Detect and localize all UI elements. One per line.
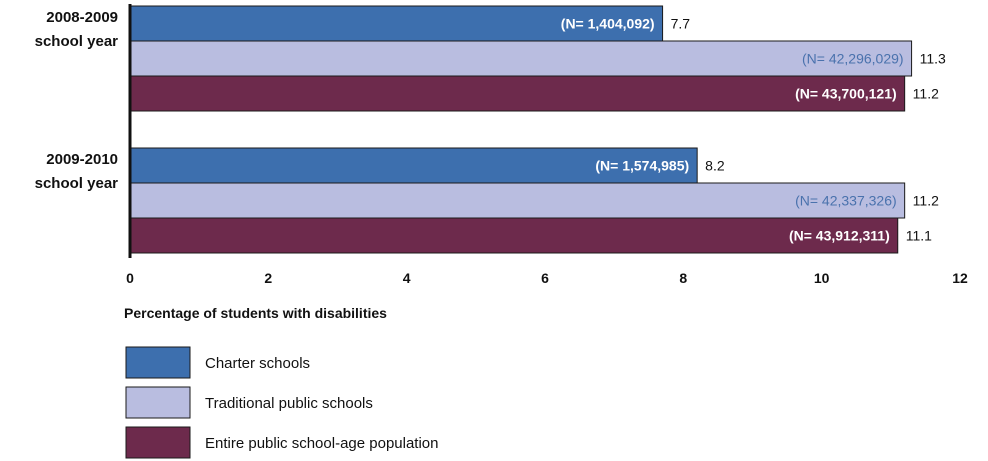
- value-label: 11.3: [920, 51, 946, 67]
- bar: [129, 217, 899, 254]
- n-label: (N= 43,700,121): [795, 86, 897, 102]
- legend: Charter schools Traditional public school…: [125, 346, 439, 459]
- value-label: 11.2: [913, 86, 939, 102]
- x-axis-ticks: 0 2 4 6 8 10 12: [126, 270, 968, 286]
- category-label: 2009-2010: [46, 151, 118, 168]
- n-label: (N= 43,912,311): [789, 228, 890, 244]
- value-label: 8.2: [705, 158, 725, 174]
- x-tick-label: 4: [403, 270, 411, 286]
- n-label: (N= 1,574,985): [595, 158, 689, 174]
- n-label: (N= 42,296,029): [802, 51, 904, 67]
- category-label: school year: [35, 175, 119, 192]
- legend-swatch: [125, 426, 191, 459]
- legend-swatch: [125, 386, 191, 419]
- legend-label: Traditional public schools: [205, 395, 373, 412]
- x-axis-label: Percentage of students with disabilities: [124, 305, 387, 321]
- value-label: 11.2: [913, 193, 939, 209]
- bar: [129, 182, 906, 219]
- value-label: 7.7: [671, 16, 691, 32]
- bars-layer: (N= 1,404,092) 7.7 (N= 42,296,029) 11.3 (N= …: [129, 5, 946, 254]
- bar: [129, 75, 906, 112]
- category-label: school year: [35, 33, 119, 50]
- value-label: 11.1: [906, 228, 932, 244]
- bar: [129, 5, 664, 42]
- n-label: (N= 1,404,092): [561, 16, 655, 32]
- bar: [129, 40, 913, 77]
- category-labels: 2008-2009 school year 2009-2010 school year: [35, 9, 119, 192]
- category-label: 2008-2009: [46, 9, 118, 26]
- x-tick-label: 0: [126, 270, 134, 286]
- legend-swatch: [125, 346, 191, 379]
- x-tick-label: 8: [679, 270, 687, 286]
- legend-label: Entire public school-age population: [205, 435, 439, 452]
- bar: [129, 147, 698, 184]
- legend-label: Charter schools: [205, 355, 310, 372]
- x-tick-label: 10: [814, 270, 830, 286]
- x-tick-label: 6: [541, 270, 549, 286]
- x-tick-label: 2: [264, 270, 272, 286]
- x-tick-label: 12: [952, 270, 968, 286]
- n-label: (N= 42,337,326): [795, 193, 897, 209]
